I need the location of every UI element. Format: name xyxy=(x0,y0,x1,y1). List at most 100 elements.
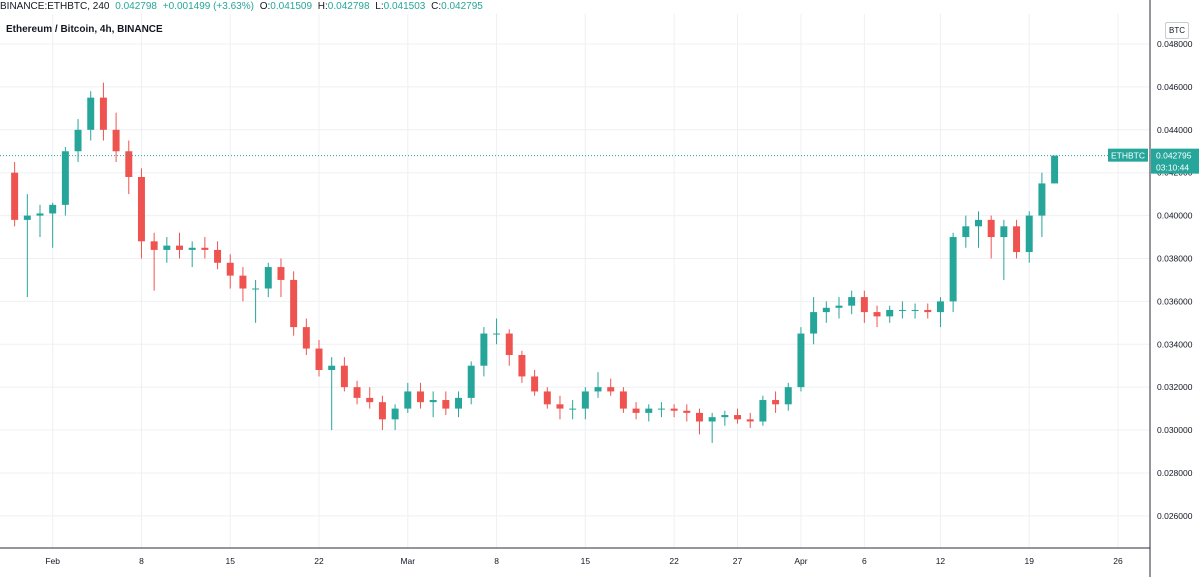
candle-body xyxy=(264,267,272,289)
last-price-value: 0.042795 xyxy=(1156,151,1192,161)
candle-body xyxy=(378,402,386,420)
candle-body xyxy=(239,275,247,289)
x-tick-label: 27 xyxy=(733,556,743,566)
candle-body xyxy=(1025,215,1033,253)
y-tick-label: 0.046000 xyxy=(1157,82,1193,92)
candle-body xyxy=(721,415,729,418)
candle-body xyxy=(290,279,298,328)
x-tick-label: 15 xyxy=(581,556,591,566)
candle-body xyxy=(734,415,742,420)
candle-body xyxy=(176,245,183,250)
candle-body xyxy=(201,247,209,250)
candle-body xyxy=(556,404,564,409)
candle-body xyxy=(848,297,856,306)
candle-body xyxy=(746,419,754,422)
candle-body xyxy=(99,97,107,130)
x-tick-label: 15 xyxy=(226,556,236,566)
high-value: 0.042798 xyxy=(327,1,370,12)
candle-body xyxy=(569,408,577,410)
candle-body xyxy=(797,333,805,388)
y-tick-label: 0.030000 xyxy=(1157,425,1193,435)
candle-body xyxy=(11,172,19,220)
candle-body xyxy=(898,309,906,311)
close-value: 0.042795 xyxy=(441,1,483,12)
candle-body xyxy=(137,176,145,242)
y-tick-label: 0.038000 xyxy=(1157,253,1193,263)
x-tick-label: 8 xyxy=(139,556,144,566)
symbol-label: BINANCE:ETHBTC, 240 xyxy=(0,1,110,12)
candle-body xyxy=(1013,226,1021,253)
y-tick-label: 0.034000 xyxy=(1157,339,1193,349)
candle-body xyxy=(226,262,234,276)
symbol-tag xyxy=(1108,148,1148,162)
candle-body xyxy=(74,129,82,152)
x-tick-label: 26 xyxy=(1113,556,1123,566)
candle-body xyxy=(581,391,589,409)
candle-body xyxy=(391,408,399,420)
y-tick-label: 0.044000 xyxy=(1157,125,1193,135)
candle-body xyxy=(759,400,767,422)
symbol-tag-text: ETHBTC xyxy=(1111,151,1145,161)
candle-body xyxy=(302,327,310,349)
candle-body xyxy=(404,391,412,409)
y-tick-label: 0.048000 xyxy=(1157,39,1193,49)
candle-body xyxy=(505,333,513,355)
candle-body xyxy=(87,97,95,130)
candle-body xyxy=(1000,226,1008,238)
candle-body xyxy=(366,397,374,403)
candle-body xyxy=(784,387,792,405)
candle-body xyxy=(442,400,450,409)
candle-body xyxy=(277,267,285,280)
candle-body xyxy=(493,333,501,335)
candle-body xyxy=(975,219,982,227)
y-tick-label: 0.028000 xyxy=(1157,468,1193,478)
low-label: L: xyxy=(375,1,384,12)
y-tick-label: 0.036000 xyxy=(1157,296,1193,306)
last-price: 0.042798 xyxy=(115,1,157,12)
candle-body xyxy=(125,151,133,177)
open-label: O: xyxy=(259,1,271,12)
candle-body xyxy=(416,391,424,403)
candle-body xyxy=(645,408,653,413)
x-tick-label: Apr xyxy=(794,556,807,566)
y-tick-label: 0.040000 xyxy=(1157,211,1193,221)
candle-body xyxy=(150,241,158,250)
x-tick-label: Feb xyxy=(45,556,60,566)
candle-body xyxy=(328,365,336,370)
y-tick-label: 0.026000 xyxy=(1157,511,1193,521)
y-tick-label: 0.032000 xyxy=(1157,382,1193,392)
candle-body xyxy=(873,312,881,317)
currency-button[interactable]: BTC xyxy=(1165,22,1189,39)
candle-body xyxy=(518,354,526,377)
chart-title: Ethereum / Bitcoin, 4h, BINANCE xyxy=(6,24,163,35)
x-tick-label: 8 xyxy=(494,556,499,566)
candle-body xyxy=(61,151,69,205)
candle-body xyxy=(214,249,222,263)
candle-body xyxy=(531,376,539,392)
candle-body xyxy=(835,305,843,308)
open-value: 0.041509 xyxy=(270,1,313,12)
candle-body xyxy=(429,400,437,403)
candle-body xyxy=(112,129,120,152)
candle-body xyxy=(188,247,196,250)
candle-body xyxy=(543,391,551,405)
candle-body xyxy=(607,387,615,392)
candle-body xyxy=(670,408,678,411)
candle-body xyxy=(695,412,703,422)
candle-body xyxy=(619,391,627,409)
x-tick-label: 6 xyxy=(862,556,867,566)
candle-body xyxy=(36,213,44,216)
candle-body xyxy=(23,215,31,220)
high-label: H: xyxy=(317,1,328,12)
candle-body xyxy=(810,312,818,334)
x-tick-label: 12 xyxy=(936,556,946,566)
candle-body xyxy=(252,288,260,290)
candle-body xyxy=(911,309,919,311)
candle-body xyxy=(163,245,171,250)
price-change: +0.001499 (+3.63%) xyxy=(162,1,254,12)
candle-body xyxy=(455,397,463,409)
x-tick-label: 19 xyxy=(1024,556,1034,566)
candle-body xyxy=(949,237,957,302)
low-value: 0.041503 xyxy=(383,1,426,12)
